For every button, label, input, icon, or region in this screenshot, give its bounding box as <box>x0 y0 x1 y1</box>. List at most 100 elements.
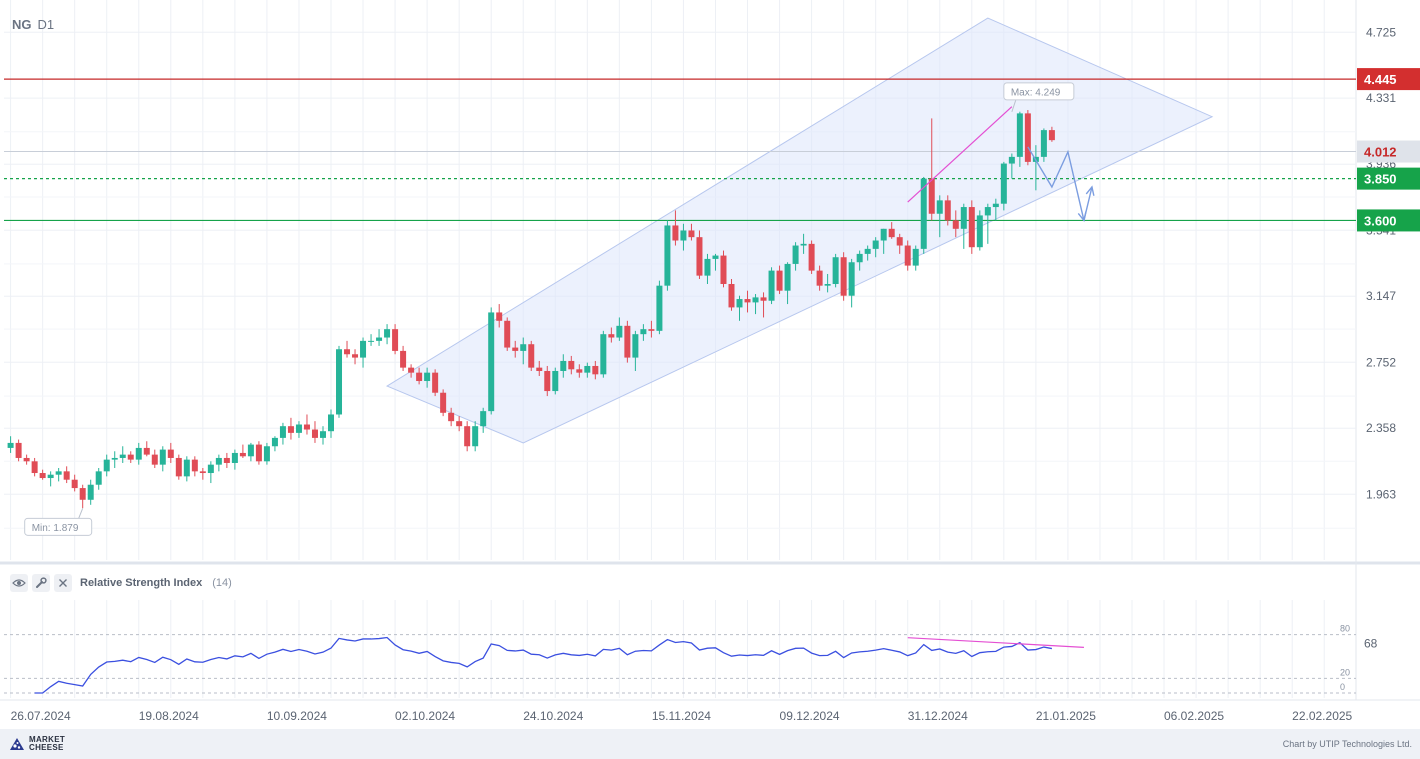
candle <box>920 176 927 254</box>
candle <box>944 195 951 226</box>
candle-body <box>223 457 230 463</box>
candle-body <box>159 449 166 465</box>
forecast-path <box>1027 146 1093 221</box>
candle <box>720 250 727 288</box>
candle-body <box>1008 156 1015 164</box>
price-tick-label: 3.147 <box>1366 289 1396 303</box>
candle <box>640 324 647 341</box>
candle-body <box>880 228 887 241</box>
candle <box>776 265 783 295</box>
candle-body <box>1000 163 1007 204</box>
time-axis[interactable]: 26.07.2024 19.08.2024 10.09.2024 02.10.2024… <box>11 709 1353 723</box>
candle-body <box>360 340 367 358</box>
candle-body <box>600 334 607 375</box>
candle-body <box>592 365 599 375</box>
candle-body <box>472 426 479 447</box>
candle-body <box>464 426 471 447</box>
price-axis[interactable]: 4.7254.3313.9363.5413.1472.7522.3581.963… <box>1357 25 1420 501</box>
candle <box>784 262 791 305</box>
candle-body <box>784 263 791 291</box>
candle <box>319 426 326 445</box>
annotations: Max: 4.249 Min: 1.879 <box>24 82 1095 536</box>
candle <box>231 449 238 470</box>
candle <box>696 230 703 279</box>
candle-body <box>832 257 839 284</box>
candle <box>480 407 487 433</box>
candle-body <box>960 207 967 229</box>
candle <box>15 439 22 462</box>
wrench-icon <box>36 577 47 588</box>
candle-body <box>95 471 102 485</box>
brand-logo[interactable]: MARKET CHEESE <box>8 736 65 752</box>
candle-body <box>568 360 575 370</box>
candle-body <box>536 367 543 371</box>
rsi-level-label: 0 <box>1340 682 1345 692</box>
price-tick-label: 2.752 <box>1366 355 1396 369</box>
candle-body <box>520 344 527 351</box>
candle <box>271 436 278 452</box>
candle <box>55 468 62 482</box>
candle <box>824 273 831 293</box>
candle <box>135 442 142 465</box>
candle-body <box>263 446 270 462</box>
candle-body <box>151 454 158 465</box>
price-tick-label: 1.963 <box>1366 487 1396 501</box>
candle-body <box>119 454 126 458</box>
candle <box>768 267 775 305</box>
date-tick-label: 21.01.2025 <box>1036 709 1096 723</box>
candle <box>456 416 463 432</box>
candle <box>1016 111 1023 167</box>
candle <box>680 223 687 251</box>
candle <box>352 349 359 365</box>
date-tick-label: 09.12.2024 <box>780 709 840 723</box>
min-label: Min: 1.879 <box>32 523 79 534</box>
rsi-level-label: 20 <box>1340 667 1350 677</box>
visibility-toggle-button[interactable] <box>10 574 28 592</box>
candle-body <box>856 253 863 263</box>
level-badge: 3.600 <box>1364 213 1397 228</box>
candle <box>608 327 615 343</box>
candle <box>151 449 158 468</box>
candle-body <box>311 429 318 438</box>
candle-body <box>215 457 222 465</box>
candle <box>584 362 591 378</box>
candle-body <box>920 178 927 249</box>
candle-body <box>824 284 831 286</box>
candle-body <box>560 360 567 371</box>
min-connector <box>78 508 84 519</box>
candle <box>336 345 343 418</box>
level-badge: 4.445 <box>1364 72 1397 87</box>
candle <box>528 340 535 371</box>
grid-lines <box>0 0 1420 701</box>
candle-body <box>952 220 959 229</box>
candle-body <box>279 426 286 438</box>
candle <box>328 409 334 438</box>
candle-body <box>79 488 86 500</box>
candle <box>255 441 262 465</box>
candle <box>632 330 639 371</box>
candle <box>936 195 943 238</box>
candle <box>311 421 318 443</box>
candle-body <box>848 262 855 296</box>
settings-button[interactable] <box>32 574 50 592</box>
logo-text: MARKET CHEESE <box>29 735 66 752</box>
candle <box>1024 110 1031 166</box>
date-tick-label: 22.02.2025 <box>1292 709 1352 723</box>
candle <box>760 292 767 318</box>
candle-body <box>287 426 294 433</box>
remove-indicator-button[interactable] <box>54 574 72 592</box>
candle <box>207 461 214 484</box>
candle-body <box>680 230 687 241</box>
candle <box>400 345 407 371</box>
date-tick-label: 24.10.2024 <box>523 709 583 723</box>
candle <box>71 474 78 492</box>
candle <box>440 389 447 417</box>
candle-body <box>608 334 615 338</box>
candle-body <box>1024 113 1031 162</box>
candle-body <box>712 255 719 259</box>
candle-body <box>672 225 679 241</box>
candle <box>63 466 70 484</box>
timeframe-label: D1 <box>37 17 55 32</box>
candle <box>728 278 735 311</box>
